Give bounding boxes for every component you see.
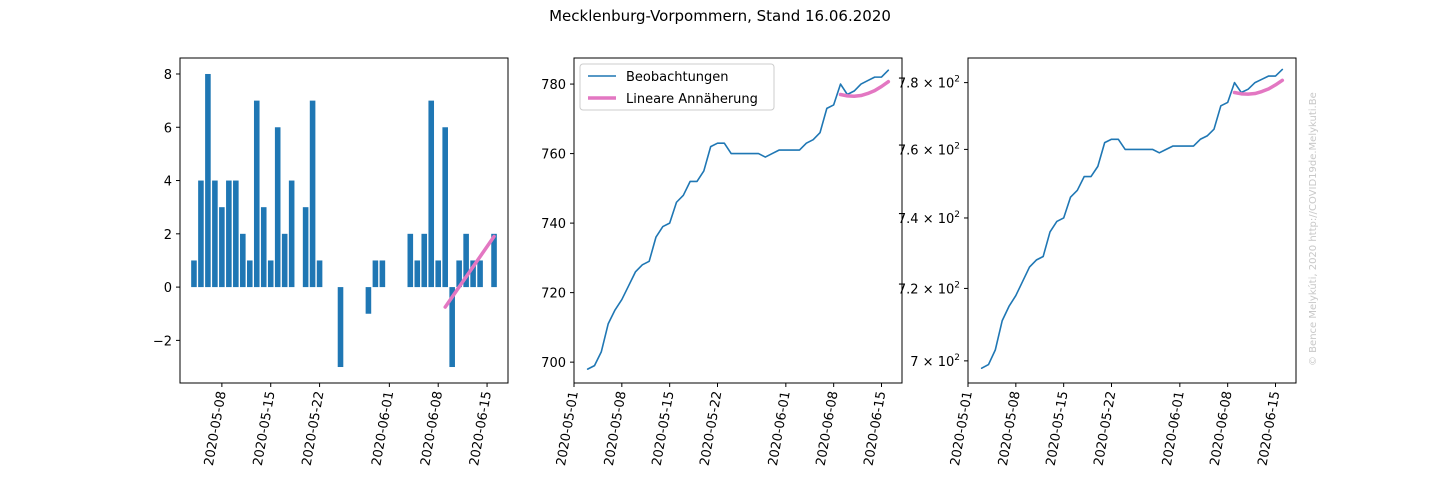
y-tick-label: 6 bbox=[164, 121, 172, 136]
x-tick-label: 2020-05-15 bbox=[650, 390, 678, 467]
bar bbox=[463, 233, 469, 288]
bar bbox=[435, 260, 441, 288]
bar bbox=[477, 260, 483, 288]
y-tick-label: 780 bbox=[541, 78, 566, 93]
bar bbox=[379, 260, 386, 288]
y-tick-label: 2 bbox=[164, 228, 172, 243]
axes-frame bbox=[179, 57, 509, 384]
bar bbox=[233, 180, 239, 288]
legend-box bbox=[579, 63, 775, 111]
y-tick-label: 7 × 102 bbox=[910, 353, 960, 370]
x-tick-label: 2020-05-22 bbox=[698, 390, 726, 467]
x-tick-label: 2020-06-01 bbox=[1160, 390, 1188, 467]
x-tick-label: 2020-05-22 bbox=[300, 390, 328, 467]
bar bbox=[205, 73, 211, 288]
daily-change-bar-panel: 2020-05-08 2020-05-15 2020-05-22 2020-06-01… bbox=[153, 57, 509, 467]
y-tick-label: 7.8 × 102 bbox=[898, 75, 960, 92]
legend-label-fit: Lineare Annäherung bbox=[626, 92, 758, 107]
bar bbox=[407, 233, 414, 288]
x-tick-label: 2020-05-08 bbox=[202, 390, 230, 467]
x-tick-label: 2020-05-22 bbox=[1092, 390, 1120, 467]
bar bbox=[421, 233, 428, 288]
copyright-watermark: © Bence Melykúti, 2020 http://COVID19de.… bbox=[1308, 92, 1319, 366]
x-tick-label: 2020-05-08 bbox=[602, 390, 630, 467]
x-tick-label: 2020-06-15 bbox=[467, 390, 495, 467]
y-tick-label: 720 bbox=[541, 287, 566, 302]
bar bbox=[414, 260, 421, 288]
y-tick-label: 760 bbox=[541, 148, 566, 163]
bar bbox=[491, 233, 497, 288]
bar bbox=[316, 260, 323, 288]
bar bbox=[309, 100, 316, 288]
bar bbox=[240, 233, 246, 288]
bar bbox=[253, 100, 260, 288]
y-tick-label: 7.2 × 102 bbox=[898, 280, 960, 297]
axes-frame bbox=[573, 57, 903, 384]
bar bbox=[226, 180, 232, 288]
y-tick-label: 7.4 × 102 bbox=[898, 210, 960, 227]
x-tick-label: 2020-06-01 bbox=[766, 390, 794, 467]
observed-line bbox=[980, 68, 1284, 370]
fit-line bbox=[838, 79, 891, 98]
fit-line bbox=[443, 234, 496, 309]
bar bbox=[267, 260, 274, 288]
x-tick-label: 2020-05-15 bbox=[1044, 390, 1072, 467]
bar bbox=[247, 260, 253, 288]
x-tick-label: 2020-06-08 bbox=[814, 390, 842, 467]
y-tick-label: 7.6 × 102 bbox=[898, 141, 960, 158]
bar bbox=[288, 180, 295, 288]
bar bbox=[428, 100, 435, 288]
x-tick-label: 2020-06-15 bbox=[862, 390, 890, 467]
bar bbox=[274, 127, 281, 288]
bar bbox=[372, 260, 379, 288]
bar bbox=[281, 233, 288, 288]
bar bbox=[260, 207, 267, 288]
axes-frame bbox=[967, 57, 1297, 384]
bar bbox=[337, 287, 344, 368]
y-tick-label: 700 bbox=[541, 356, 566, 371]
bar bbox=[198, 180, 204, 288]
y-tick-label: 8 bbox=[164, 68, 172, 83]
cumulative-linear-panel: 2020-05-01 2020-05-08 2020-05-15 2020-05-22… bbox=[541, 57, 903, 467]
fit-line bbox=[1232, 78, 1285, 96]
bar bbox=[219, 207, 225, 288]
bar bbox=[191, 260, 197, 288]
x-tick-label: 2020-06-01 bbox=[369, 390, 397, 467]
y-tick-label: 740 bbox=[541, 217, 566, 232]
observed-line bbox=[586, 69, 890, 370]
x-tick-label: 2020-05-01 bbox=[554, 390, 582, 467]
x-tick-label: 2020-05-08 bbox=[996, 390, 1024, 467]
legend: Beobachtungen Lineare Annäherung bbox=[579, 63, 775, 111]
bar bbox=[449, 287, 455, 368]
bar bbox=[302, 207, 309, 288]
x-tick-label: 2020-06-15 bbox=[1256, 390, 1284, 467]
y-tick-label: 0 bbox=[164, 281, 172, 296]
x-tick-label: 2020-06-08 bbox=[1208, 390, 1236, 467]
x-tick-label: 2020-05-15 bbox=[251, 390, 279, 467]
chart-title: Mecklenburg-Vorpommern, Stand 16.06.2020 bbox=[549, 7, 891, 25]
y-tick-label: 4 bbox=[164, 175, 172, 190]
y-tick-label: −2 bbox=[153, 334, 172, 349]
bar bbox=[212, 180, 218, 288]
x-tick-label: 2020-06-08 bbox=[418, 390, 446, 467]
cumulative-log-panel: 2020-05-01 2020-05-08 2020-05-15 2020-05-22… bbox=[898, 57, 1297, 467]
legend-label-observed: Beobachtungen bbox=[626, 70, 729, 85]
x-tick-label: 2020-05-01 bbox=[948, 390, 976, 467]
bar bbox=[470, 260, 476, 288]
bar bbox=[456, 260, 462, 288]
bar bbox=[442, 127, 448, 288]
bar bbox=[365, 287, 372, 314]
